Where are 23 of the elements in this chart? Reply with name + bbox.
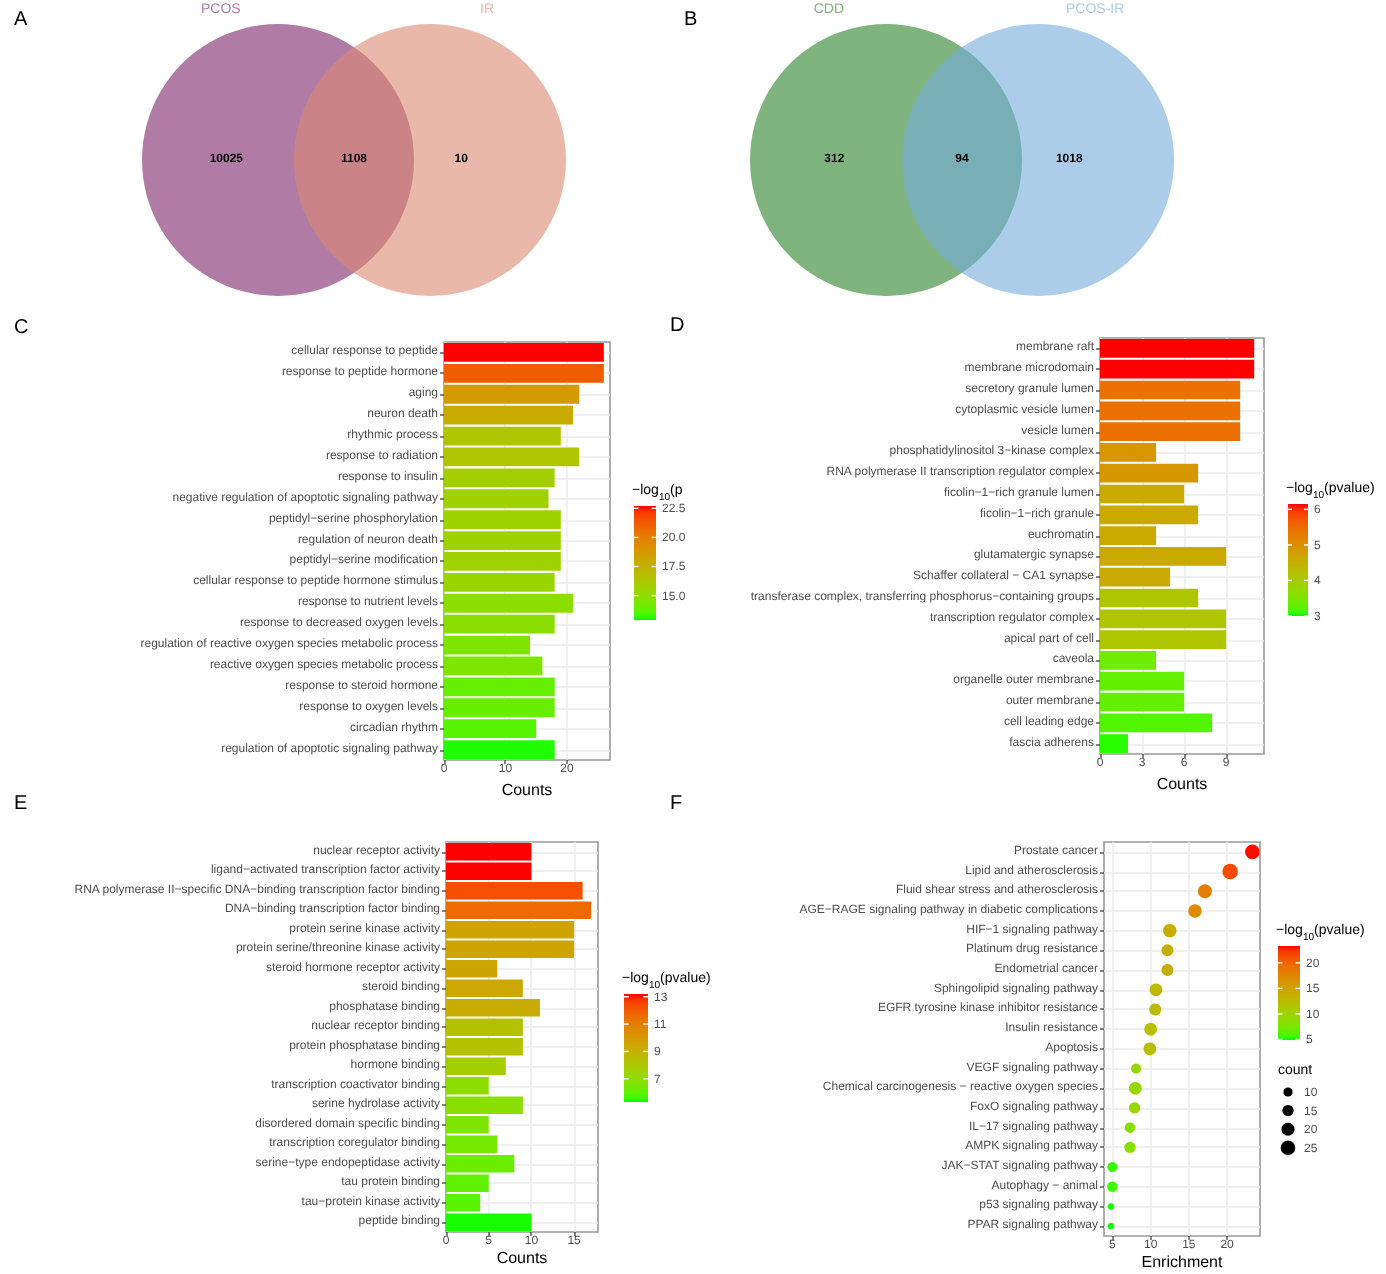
bar	[446, 1057, 506, 1076]
bar	[444, 740, 555, 759]
x-axis-title: Counts	[501, 781, 553, 799]
x-axis-title: Counts	[1156, 775, 1208, 793]
bar	[446, 881, 583, 900]
bar	[446, 1213, 532, 1232]
bar	[1100, 651, 1157, 670]
text: B	[684, 9, 698, 31]
bar	[1100, 713, 1213, 733]
text: C	[14, 317, 29, 339]
x-axis-title: Enrichment	[1141, 1253, 1225, 1271]
text: A	[14, 9, 28, 31]
bar	[444, 384, 580, 404]
text: E	[14, 793, 28, 815]
bar	[444, 719, 537, 739]
bar	[446, 901, 592, 920]
bar	[1100, 734, 1129, 753]
text: F	[670, 793, 683, 815]
bar	[444, 343, 604, 362]
bar	[444, 405, 574, 425]
text: D	[670, 315, 685, 337]
x-axis-title: Counts	[496, 1249, 548, 1267]
bar	[444, 363, 604, 383]
